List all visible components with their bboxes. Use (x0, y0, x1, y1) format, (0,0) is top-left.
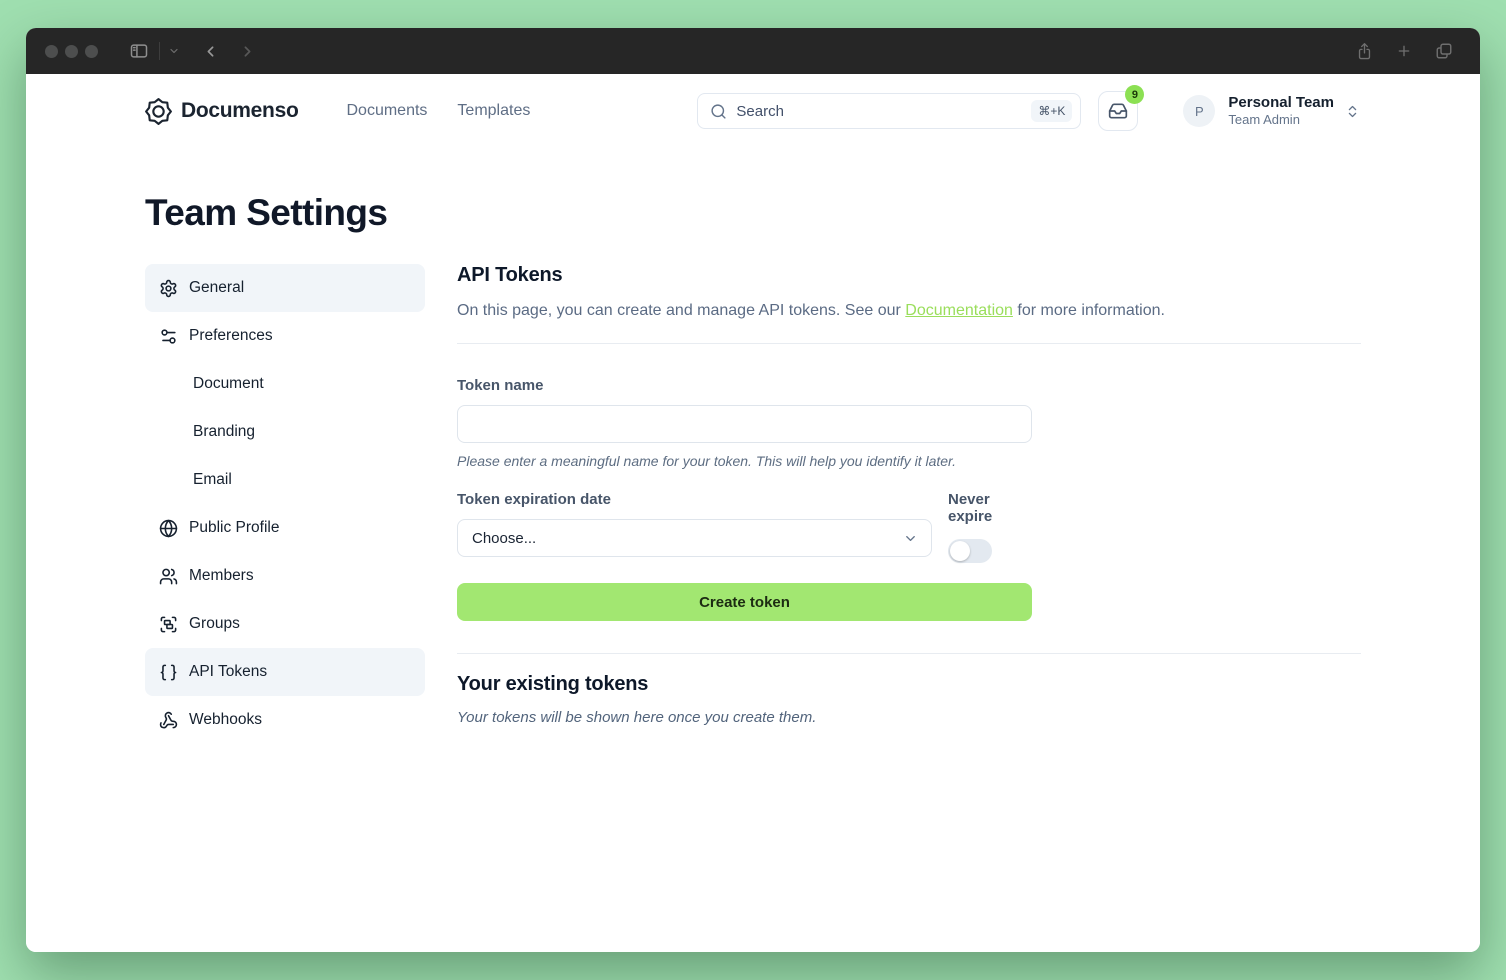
sidebar-item-public-profile[interactable]: Public Profile (145, 504, 425, 552)
plus-icon (1398, 45, 1410, 57)
sidebar-item-label: Members (189, 567, 254, 584)
forward-button[interactable] (239, 43, 256, 60)
sidebar-item-branding[interactable]: Branding (145, 408, 425, 456)
browser-titlebar (26, 28, 1480, 74)
chevron-left-icon (207, 45, 214, 57)
profile-names: Personal Team Team Admin (1228, 94, 1334, 129)
globe-icon (159, 519, 178, 537)
sliders-icon (161, 328, 176, 344)
sidebar-item-document[interactable]: Document (145, 360, 425, 408)
divider (457, 653, 1361, 655)
gear-icon (160, 279, 177, 297)
expiration-field: Token expiration date Choose... (457, 491, 932, 563)
documentation-link[interactable]: Documentation (905, 302, 1013, 319)
chevron-right-icon (244, 45, 251, 57)
sidebar-icon (130, 44, 148, 58)
section-description: On this page, you can create and manage … (457, 299, 1361, 322)
nav-documents-link[interactable]: Documents (346, 102, 428, 119)
description-text: On this page, you can create and manage … (457, 302, 906, 319)
minimize-window-button[interactable] (65, 44, 78, 58)
browser-window: Documenso Documents Templates ⌘+K 9 P Pe… (26, 28, 1480, 952)
titlebar-divider (159, 42, 160, 60)
inbox-unread-badge: 9 (1125, 85, 1145, 104)
api-tokens-panel: API Tokens On this page, you can create … (457, 264, 1361, 726)
expiration-select[interactable]: Choose... (457, 519, 932, 558)
sidebar-item-label: API Tokens (189, 663, 268, 680)
titlebar-right-toolbar (1356, 42, 1480, 61)
sidebar-item-email[interactable]: Email (145, 456, 425, 504)
users-icon (159, 568, 178, 584)
share-button[interactable] (1356, 42, 1373, 61)
back-button[interactable] (202, 43, 219, 60)
brand-name: Documenso (181, 99, 299, 122)
search-icon (711, 103, 726, 119)
new-tab-button[interactable] (1396, 43, 1412, 59)
token-name-label: Token name (457, 377, 544, 395)
token-name-help: Please enter a meaningful name for your … (457, 453, 957, 470)
settings-sidebar: General Preferences Document Branding (145, 264, 425, 744)
tab-overview-button[interactable] (1435, 42, 1453, 60)
page-title: Team Settings (145, 192, 388, 233)
profile-team-name: Personal Team (1228, 93, 1334, 111)
never-expire-label: Never expire (948, 491, 993, 526)
page-content: Documenso Documents Templates ⌘+K 9 P Pe… (26, 74, 1480, 952)
group-icon (160, 616, 177, 632)
profile-role: Team Admin (1228, 112, 1300, 128)
expiration-label: Token expiration date (457, 491, 611, 509)
sidebar-item-label: Public Profile (189, 519, 280, 536)
section-heading: API Tokens (457, 264, 563, 286)
toggle-knob (950, 541, 970, 562)
never-expire-field: Never expire (948, 491, 1032, 564)
sidebar-item-webhooks[interactable]: Webhooks (145, 696, 425, 744)
sidebar-item-groups[interactable]: Groups (145, 600, 425, 648)
sidebar-item-label: Branding (193, 423, 256, 440)
webhook-icon (159, 711, 178, 728)
sidebar-item-label: Webhooks (189, 711, 262, 728)
documenso-seal-icon (145, 97, 172, 125)
sidebar-menu-chevron-button[interactable] (168, 45, 180, 57)
sidebar-item-label: Preferences (189, 327, 273, 344)
search-input[interactable] (736, 102, 1023, 120)
window-controls (26, 44, 98, 58)
nav-templates-link[interactable]: Templates (457, 102, 531, 119)
inbox-button[interactable]: 9 (1098, 85, 1145, 131)
sidebar-item-label: Email (193, 471, 232, 488)
brand-logo[interactable]: Documenso (145, 97, 299, 125)
page-body: Team Settings General Preferences (26, 148, 1480, 952)
zoom-window-button[interactable] (85, 44, 98, 58)
close-window-button[interactable] (45, 44, 58, 58)
expiration-selected-value: Choose... (472, 529, 537, 547)
tabs-overview-icon (1436, 43, 1452, 59)
sidebar-item-preferences[interactable]: Preferences (145, 312, 425, 360)
chevron-down-icon (170, 48, 178, 54)
sidebar-item-general[interactable]: General (145, 264, 425, 312)
titlebar-left-toolbar (129, 41, 256, 61)
sidebar-item-label: General (189, 279, 245, 296)
inbox-icon (1109, 103, 1128, 119)
sidebar-item-label: Groups (189, 615, 240, 632)
avatar: P (1183, 95, 1216, 127)
search-bar[interactable]: ⌘+K (697, 93, 1082, 129)
share-icon (1358, 42, 1371, 59)
chevrons-up-down-icon (1345, 104, 1360, 119)
sidebar-item-members[interactable]: Members (145, 552, 425, 600)
toggle-sidebar-button[interactable] (129, 41, 149, 61)
search-shortcut-badge: ⌘+K (1031, 100, 1073, 122)
description-text: for more information. (1012, 302, 1165, 319)
chevron-down-icon (906, 535, 915, 541)
sidebar-item-api-tokens[interactable]: API Tokens (145, 648, 425, 696)
expiration-row: Token expiration date Choose... Never ex… (457, 491, 1032, 564)
never-expire-toggle[interactable] (948, 539, 992, 564)
primary-nav: Documents Templates (347, 102, 531, 120)
divider (457, 343, 1361, 345)
team-switcher[interactable]: P Personal Team Team Admin (1183, 94, 1360, 129)
braces-icon (160, 664, 177, 680)
app-header: Documenso Documents Templates ⌘+K 9 P Pe… (26, 74, 1480, 148)
create-token-button[interactable]: Create token (457, 583, 1032, 622)
sidebar-item-label: Document (193, 375, 264, 392)
existing-tokens-empty-note: Your tokens will be shown here once you … (457, 709, 817, 727)
existing-tokens-heading: Your existing tokens (457, 673, 649, 696)
token-name-input[interactable] (457, 405, 1032, 444)
